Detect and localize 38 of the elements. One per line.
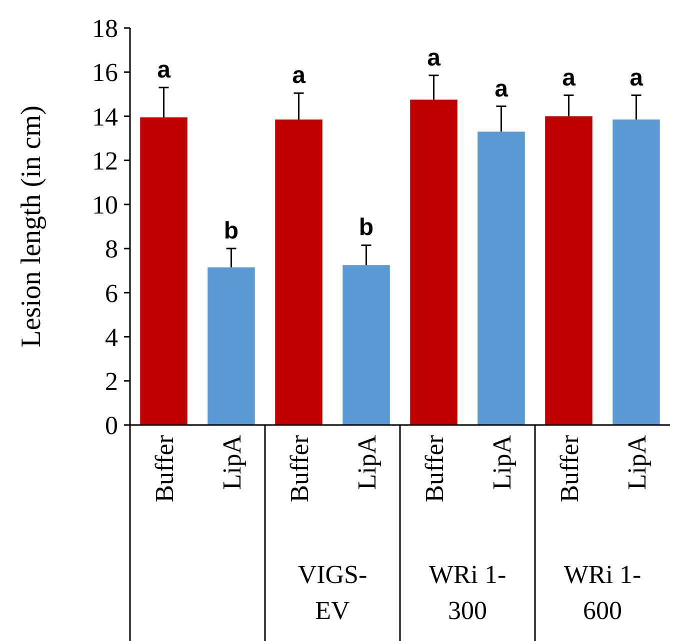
annotation: a <box>427 44 442 72</box>
x-tick-label: LipA <box>622 434 652 490</box>
annotation: b <box>358 214 374 242</box>
annotation: a <box>630 64 644 92</box>
x-tick-label: LipA <box>217 434 246 490</box>
x-tick-label: Buffer <box>420 434 449 502</box>
annotation: a <box>494 75 509 102</box>
y-tick-label: 6 <box>105 278 118 308</box>
bar <box>275 120 322 425</box>
x-tick-label: LipA <box>352 434 382 490</box>
text: VIGS-EV <box>298 560 368 625</box>
y-tick-label: 2 <box>105 366 118 396</box>
bar <box>208 267 255 425</box>
annotation: b <box>224 218 239 245</box>
text: WRi 1-600 <box>564 560 642 625</box>
y-tick-label: 10 <box>92 190 118 220</box>
bar <box>545 116 592 425</box>
y-axis-title: Lesion length (in cm) <box>16 106 47 348</box>
text: WRi 1-300 <box>428 560 506 625</box>
y-tick-label: 16 <box>92 58 118 88</box>
y-tick-label: 4 <box>105 322 118 352</box>
bar <box>478 132 525 425</box>
x-tick-label: Buffer <box>284 434 314 502</box>
bar <box>410 100 458 425</box>
y-tick-label: 0 <box>105 411 118 440</box>
bar <box>140 117 188 425</box>
annotation: a <box>157 56 172 84</box>
bar <box>342 265 390 425</box>
annotation: a <box>292 62 306 90</box>
y-tick-label: 14 <box>92 102 118 132</box>
y-tick-label: 12 <box>92 146 118 176</box>
x-tick-label: LipA <box>487 434 516 490</box>
bar <box>612 120 660 425</box>
x-tick-label: Buffer <box>554 434 584 502</box>
y-tick-label: 8 <box>105 234 118 264</box>
annotation: a <box>562 64 576 92</box>
y-tick-label: 18 <box>92 14 118 44</box>
x-tick-label: Buffer <box>150 434 179 502</box>
